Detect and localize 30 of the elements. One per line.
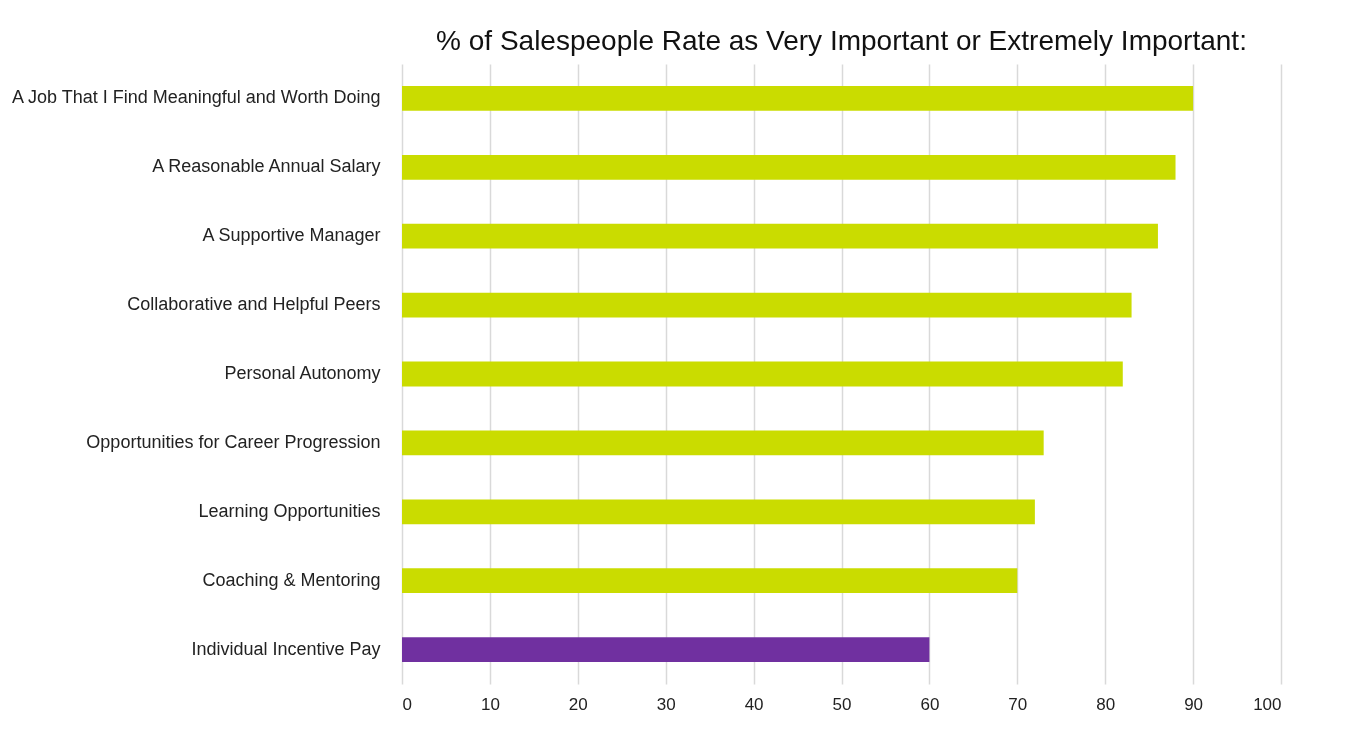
- bar: [402, 361, 1123, 387]
- bar: [402, 86, 1194, 111]
- x-tick-label: 40: [744, 694, 764, 714]
- x-tick-label: 100: [1253, 694, 1282, 714]
- y-tick-label: Coaching & Mentoring: [202, 569, 381, 590]
- x-tick-label: 30: [656, 694, 676, 714]
- bar: [402, 637, 930, 662]
- x-tick-label: 90: [1184, 694, 1204, 714]
- y-tick-label: Learning Opportunities: [198, 500, 381, 521]
- y-tick-label: A Supportive Manager: [202, 225, 381, 246]
- bar: [402, 154, 1176, 180]
- y-tick-label: Opportunities for Career Progression: [86, 431, 381, 452]
- x-tick-label: 80: [1096, 694, 1116, 714]
- x-tick-label: 50: [832, 694, 852, 714]
- y-tick-label: A Reasonable Annual Salary: [152, 156, 381, 177]
- x-tick-label: 0: [402, 694, 412, 714]
- bar: [402, 223, 1158, 249]
- x-tick-label: 10: [480, 694, 500, 714]
- bar: [402, 430, 1044, 456]
- y-tick-label: Individual Incentive Pay: [191, 638, 381, 659]
- y-tick-label: A Job That I Find Meaningful and Worth Doing: [11, 87, 381, 108]
- y-tick-label: Collaborative and Helpful Peers: [127, 294, 381, 315]
- x-tick-label: 20: [568, 694, 588, 714]
- x-tick-label: 60: [920, 694, 940, 714]
- x-tick-label: 70: [1008, 694, 1028, 714]
- bar: [402, 568, 1018, 594]
- bar: [402, 499, 1035, 525]
- bar: [402, 292, 1132, 318]
- chart-title: % of Salespeople Rate as Very Important or Extremely Important:: [436, 25, 1247, 56]
- y-tick-label: Personal Autonomy: [224, 363, 381, 383]
